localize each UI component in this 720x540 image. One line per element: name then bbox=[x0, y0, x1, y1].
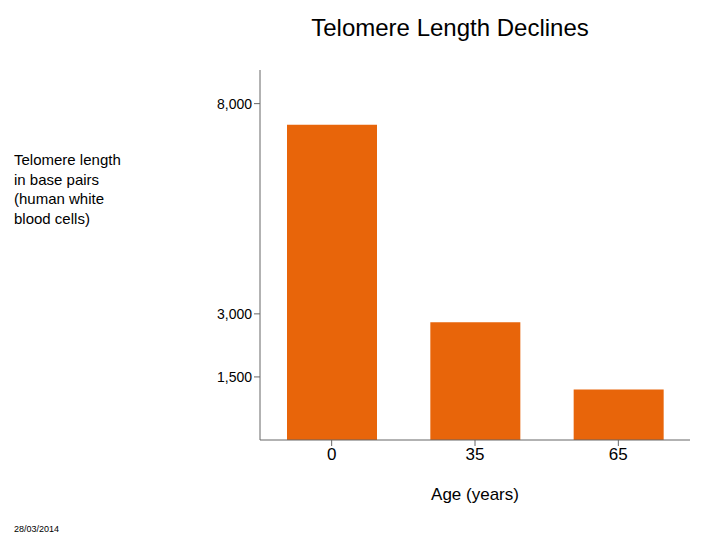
html-text:28/03/2014: 28/03/2014 bbox=[14, 524, 59, 534]
svg-text:1,500: 1,500 bbox=[217, 369, 252, 385]
svg-text:3,000: 3,000 bbox=[217, 306, 252, 322]
svg-text:0: 0 bbox=[327, 445, 336, 464]
svg-text:35: 35 bbox=[466, 445, 485, 464]
svg-text:65: 65 bbox=[609, 445, 628, 464]
svg-text:Age (years): Age (years) bbox=[431, 485, 519, 504]
svg-text:8,000: 8,000 bbox=[217, 96, 252, 112]
html-text:Telomere length in base pairs: Telomere length in base pairs (human whi… bbox=[14, 151, 121, 227]
html-text:Telomere Length Declines: Telomere Length Declines bbox=[311, 14, 589, 41]
